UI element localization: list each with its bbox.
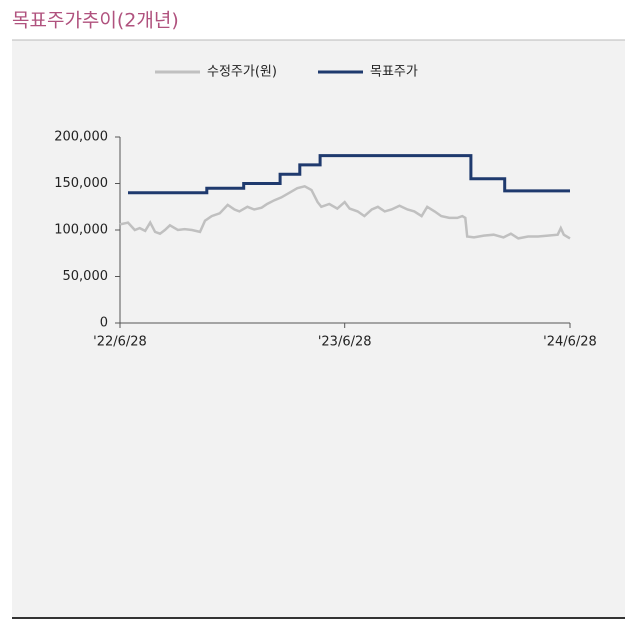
legend-label: 수정주가(원) [207, 65, 277, 80]
y-tick-label: 150,000 [54, 176, 108, 191]
x-tick-label: '22/6/28 [93, 335, 147, 350]
y-tick-label: 100,000 [54, 223, 108, 238]
series-line [128, 154, 570, 195]
panel [12, 40, 625, 617]
y-tick-label: 50,000 [63, 269, 109, 284]
y-tick-label: 200,000 [54, 130, 108, 145]
chart-title: 목표주가추이(2개년) [12, 10, 179, 32]
x-tick-label: '23/6/28 [318, 335, 372, 350]
legend-label: 목표주가 [370, 65, 418, 80]
y-tick-label: 0 [100, 316, 108, 331]
x-tick-label: '24/6/28 [543, 335, 597, 350]
series-line [119, 184, 571, 240]
